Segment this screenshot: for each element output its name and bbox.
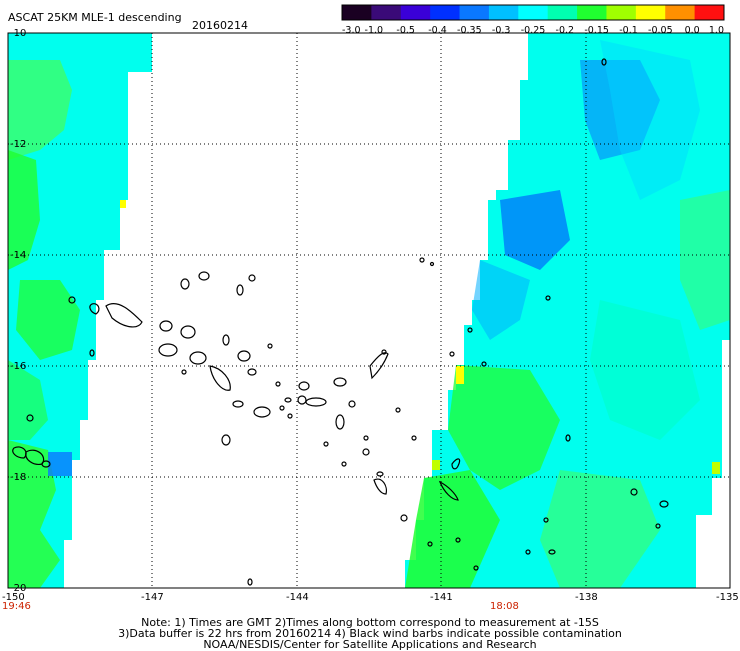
colorbar-label: -0.15 <box>584 25 609 36</box>
colorbar-label: -0.05 <box>648 25 673 36</box>
colorbar-label: 0.0 <box>685 25 700 36</box>
colorbar-frame <box>341 4 725 21</box>
right-swath <box>405 33 730 588</box>
colorbar-segment <box>606 5 637 20</box>
lat-label: -14 <box>10 250 26 261</box>
colorbar-label: -0.3 <box>492 25 511 36</box>
map-title: ASCAT 25KM MLE-1 descending <box>8 11 182 24</box>
longitude-labels: -150 -147 -144 -141 -138 -135 <box>2 592 739 603</box>
time-labels: 19:46 18:08 <box>2 601 519 612</box>
note-line-2: 3)Data buffer is 22 hrs from 20160214 4)… <box>118 627 622 640</box>
note-line-1: Note: 1) Times are GMT 2)Times along bot… <box>141 616 599 629</box>
lon-label: -135 <box>716 592 739 603</box>
colorbar-segment <box>577 5 607 20</box>
lon-label: -141 <box>430 592 453 603</box>
colorbar-segment <box>518 5 549 20</box>
colorbar-label: -0.25 <box>521 25 546 36</box>
colorbar-segment <box>635 5 666 20</box>
colorbar-segment <box>371 5 402 20</box>
colorbar-segment <box>459 5 490 20</box>
time-label-left: 19:46 <box>2 601 31 612</box>
colorbar-segment <box>547 5 578 20</box>
lon-label: -138 <box>575 592 598 603</box>
colorbar-label: -0.1 <box>619 25 638 36</box>
colorbar-label: -0.5 <box>396 25 415 36</box>
colorbar-segment <box>400 5 431 20</box>
lat-label: -12 <box>10 139 26 150</box>
colorbar: -3.0 -1.0 -0.5 -0.4 -0.35 -0.3 -0.25 -0.2 -0.15-… <box>341 4 725 36</box>
lat-label: -16 <box>10 361 26 372</box>
lon-label: -147 <box>141 592 164 603</box>
island-outlines <box>12 58 669 586</box>
colorbar-label: -3.0 <box>342 25 361 36</box>
graticule <box>8 33 730 588</box>
lat-label: -10 <box>10 28 26 39</box>
map-date: 20160214 <box>192 19 248 32</box>
colorbar-label: -1.0 <box>365 25 384 36</box>
colorbar-label: 1.0 <box>709 25 724 36</box>
time-label-middle: 18:08 <box>490 601 519 612</box>
lon-label: -150 <box>2 592 25 603</box>
colorbar-segment <box>694 5 725 20</box>
colorbar-segment <box>342 5 372 20</box>
colorbar-label: -0.35 <box>457 25 482 36</box>
note-line-3: NOAA/NESDIS/Center for Satellite Applica… <box>203 638 537 651</box>
lon-label: -144 <box>286 592 309 603</box>
left-swath <box>8 33 152 588</box>
colorbar-label: -0.2 <box>556 25 575 36</box>
colorbar-label: -0.4 <box>428 25 447 36</box>
colorbar-segment <box>665 5 696 20</box>
colorbar-segment <box>488 5 519 20</box>
plot-frame <box>7 32 731 589</box>
lat-label: -20 <box>10 583 26 594</box>
latitude-labels: -10 -12 -14 -16 -18 -20 <box>10 28 26 594</box>
lat-label: -18 <box>10 472 26 483</box>
colorbar-segment <box>430 5 461 20</box>
